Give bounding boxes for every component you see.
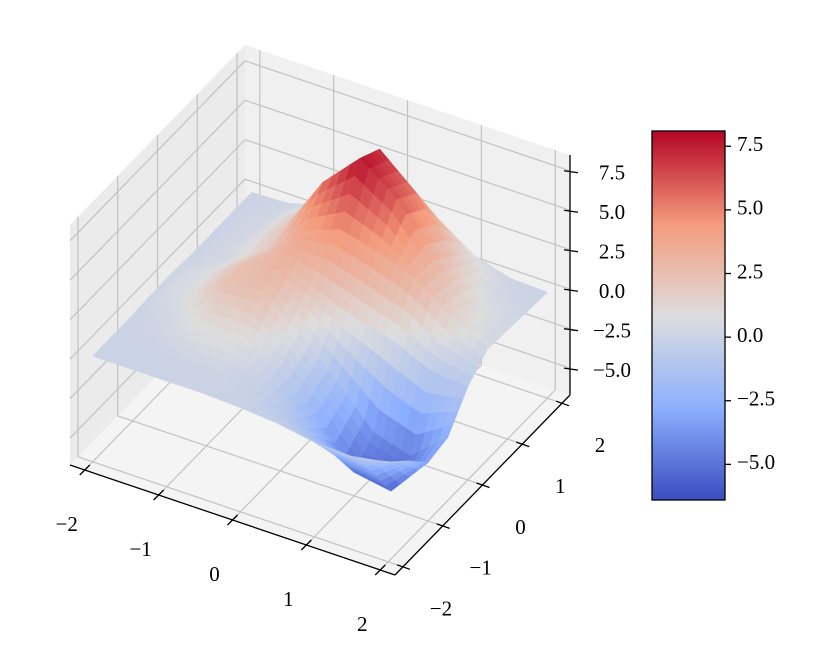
grid-line xyxy=(77,456,404,568)
z-tick xyxy=(563,170,579,174)
colorbar-tick-label: −5.0 xyxy=(737,450,775,474)
x-tick-label: −2 xyxy=(56,512,78,536)
z-tick-label: 2.5 xyxy=(599,240,625,264)
colorbar-tick-label: 0.0 xyxy=(737,323,763,347)
z-tick xyxy=(563,367,579,371)
z-tick xyxy=(563,249,579,253)
x-tick-label: −1 xyxy=(129,537,151,561)
x-tick-label: 2 xyxy=(357,612,368,636)
y-tick-label: 0 xyxy=(515,515,526,539)
z-tick-label: 5.0 xyxy=(599,200,625,224)
grid-line xyxy=(244,99,571,211)
colorbar-gradient xyxy=(651,130,726,501)
y-tick xyxy=(555,400,570,407)
z-tick-label: 7.5 xyxy=(599,161,625,185)
colorbar-tick-label: 5.0 xyxy=(737,196,763,220)
colorbar: −5.0 −2.5 0.0 2.5 5.0 7.5 xyxy=(651,130,775,501)
grid-line xyxy=(117,415,443,527)
grid-line xyxy=(69,139,246,321)
x-tick xyxy=(79,464,91,476)
y-tick-label: 1 xyxy=(555,474,566,498)
y-tick xyxy=(516,441,530,448)
grid-line xyxy=(69,60,246,242)
z-tick-label: −5.0 xyxy=(593,358,631,382)
z-tick xyxy=(563,209,579,213)
y-tick-label: 2 xyxy=(595,433,606,457)
colorbar-tick-label: 2.5 xyxy=(737,259,763,283)
x-tick xyxy=(300,539,312,551)
y-tick xyxy=(476,482,490,489)
z-tick xyxy=(563,328,579,332)
z-tick xyxy=(563,288,579,292)
grid-line xyxy=(69,178,246,360)
x-tick xyxy=(153,489,165,501)
z-tick-label: 0.0 xyxy=(599,279,625,303)
x-tick xyxy=(227,514,238,526)
y-tick xyxy=(396,564,411,570)
x-tick xyxy=(374,564,386,576)
z-tick-label: −2.5 xyxy=(593,318,631,342)
y-tick-label: −2 xyxy=(430,597,452,621)
colorbar-tick-label: −2.5 xyxy=(737,387,775,411)
axes: −2 −1 0 1 2 −2 −1 0 1 2 −5.0 −2.5 0.0 2.5 5.0 7.5 xyxy=(56,155,631,636)
x-tick-label: 0 xyxy=(209,562,220,586)
y-tick xyxy=(436,523,450,530)
colorbar-tick-label: 7.5 xyxy=(737,132,763,156)
surface xyxy=(92,148,548,492)
x-tick-label: 1 xyxy=(283,587,294,611)
grid-line xyxy=(69,99,246,281)
y-tick-label: −1 xyxy=(470,556,492,580)
surface-patch xyxy=(378,460,394,463)
grid-line xyxy=(244,60,571,172)
